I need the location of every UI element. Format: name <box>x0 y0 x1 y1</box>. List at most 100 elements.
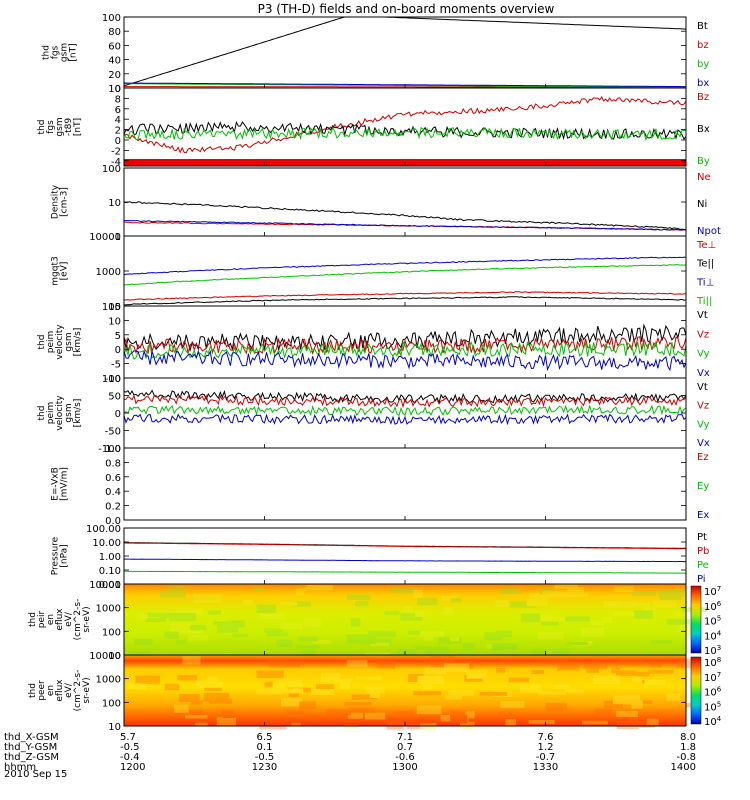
y-axis-label-efield: E=-VxB[mV/m] <box>51 467 70 501</box>
frame-efield <box>123 447 687 521</box>
legend-By: By <box>697 156 710 167</box>
y-axis-label-peer: thdpeerenefluxeV/(cm^2-s-sr-eV) <box>28 670 92 712</box>
colorbar-label: 105 <box>704 700 721 713</box>
colorbar-label: 106 <box>704 686 722 699</box>
x-tick-label: 6.5 <box>257 732 273 743</box>
colorbar-label: 107 <box>704 585 721 598</box>
y-tick-label: -10 <box>105 374 121 385</box>
x-row-label: thd_X-GSM <box>4 732 59 743</box>
plot-area-fgs2 <box>123 96 687 154</box>
y-tick-label: 6 <box>115 105 121 116</box>
y-tick-label: 100 <box>102 302 121 313</box>
y-tick-label: 0.4 <box>105 487 121 498</box>
y-tick-label: 15 <box>108 302 121 313</box>
x-row-label: thd_Y-GSM <box>4 742 57 753</box>
y-tick-label: -50 <box>105 427 121 438</box>
series-fgs-Bt <box>123 16 687 87</box>
x-tick-label: 1.2 <box>538 742 554 753</box>
y-tick-label: 1.00 <box>99 552 121 563</box>
series-velocity2-Vt <box>123 389 687 405</box>
y-tick-label: 10 <box>108 198 121 209</box>
y-tick-label: 0 <box>115 409 121 420</box>
x-tick-label: 1200 <box>120 762 145 773</box>
panel-fgs: 100 80 60 40 20 0 thdfgsgsm[nT] Bt bz by bx <box>42 13 710 95</box>
y-tick-label: 1000 <box>96 604 121 615</box>
heatmap-peir <box>124 584 686 655</box>
frame-fgs2 <box>123 87 687 167</box>
panel-velocity: 15 10 5 0 -5 -10 thdpeimvelocitygsm[km/s] Vt Vz V… <box>37 302 710 385</box>
y-tick-label: -4 <box>111 157 121 168</box>
colorbar-label: 103 <box>704 644 721 657</box>
y-tick-label: -100 <box>98 444 121 455</box>
heatmap-texture <box>128 584 708 663</box>
y-tick-label: 0.2 <box>105 502 121 513</box>
plot-area-velocity <box>123 323 687 372</box>
x-tick-label: 1230 <box>252 762 277 773</box>
legend-Ne: Ne <box>697 172 711 183</box>
y-tick-label: 10000 <box>89 580 121 591</box>
legend-Vt: Vt <box>697 382 708 393</box>
panel-velocity2: 100 50 0 -50 -100 thdpeimvelocitygsm[km/s] Vt V… <box>37 374 710 455</box>
y-tick-label: 80 <box>108 27 121 38</box>
x-tick-label: 1.8 <box>680 742 696 753</box>
series-velocity-Vx <box>123 349 687 372</box>
series-density-Npot <box>123 220 687 231</box>
x-tick-label: -0.5 <box>120 742 140 753</box>
series-pressure-Pb <box>124 542 687 550</box>
frame-pressure <box>123 527 687 585</box>
series-fgs2-Bx <box>123 120 687 141</box>
legend-Vx: Vx <box>697 438 710 449</box>
y-tick-label: 0 <box>115 136 121 147</box>
colorbar-label: 107 <box>704 671 721 684</box>
colorbar-label: 104 <box>704 629 722 642</box>
legend-Ex: Ex <box>697 510 709 521</box>
legend-by: by <box>697 59 709 70</box>
legend-Vt: Vt <box>697 310 708 321</box>
y-tick-label: 10 <box>108 722 121 733</box>
panel-efield: 1.0 0.8 0.6 0.4 0.2 0.0 E=-VxB[mV/m] Ez Ey Ex <box>51 444 710 527</box>
y-tick-label: 100 <box>102 164 121 175</box>
series-temp-Te|| <box>124 296 687 306</box>
panel-density: 100 10 1 Density[cm-3] Ne Ni Npot <box>51 164 721 243</box>
legend-bz: bz <box>697 40 709 51</box>
legend-Vx: Vx <box>697 368 710 379</box>
y-tick-label: 1 <box>115 232 121 243</box>
legend-Ti⊥: Ti⊥ <box>696 277 714 288</box>
y-tick-label: 8 <box>115 94 121 105</box>
legend-Ti||: Ti|| <box>696 296 712 307</box>
series-pressure-Pe <box>123 570 687 574</box>
y-tick-label: 50 <box>108 392 121 403</box>
x-tick-label: -0.6 <box>395 752 415 763</box>
x-row-label: thd_Z-GSM <box>4 752 59 763</box>
y-tick-label: 40 <box>108 56 121 67</box>
x-tick-label: 8.0 <box>680 732 696 743</box>
series-fgs2-By <box>123 126 687 142</box>
y-tick-label: 10.00 <box>92 538 121 549</box>
y-axis-label-fgs2: thdfgsgsm-t89[nT] <box>37 117 83 136</box>
legend-Vz: Vz <box>697 329 709 340</box>
y-tick-label: 100 <box>102 13 121 24</box>
y-tick-label: 100 <box>102 698 121 709</box>
legend-Vy: Vy <box>697 349 710 360</box>
date-label: 2010 Sep 15 <box>4 769 67 780</box>
y-tick-label: 60 <box>108 41 121 52</box>
colorbar-label: 104 <box>704 715 722 728</box>
y-axis-label-velocity: thdpeimvelocitygsm[km/s] <box>37 324 83 360</box>
y-tick-label: 100 <box>102 374 121 385</box>
plot-area-fgs <box>123 16 687 88</box>
series-velocity-Vy <box>123 340 687 360</box>
x-tick-label: 0.1 <box>257 742 273 753</box>
x-tick-label: -0.4 <box>120 752 140 763</box>
y-tick-label: 0.8 <box>105 458 121 469</box>
x-tick-label: 1330 <box>533 762 558 773</box>
y-tick-label: 20 <box>108 70 121 81</box>
y-tick-label: 10 <box>108 84 121 95</box>
y-tick-label: 10 <box>108 316 121 327</box>
plot-title: P3 (TH-D) fields and on-board moments ov… <box>258 2 555 16</box>
y-tick-label: 0 <box>115 84 121 95</box>
series-pressure-Pi <box>124 558 686 563</box>
series-velocity2-Vy <box>123 404 687 417</box>
